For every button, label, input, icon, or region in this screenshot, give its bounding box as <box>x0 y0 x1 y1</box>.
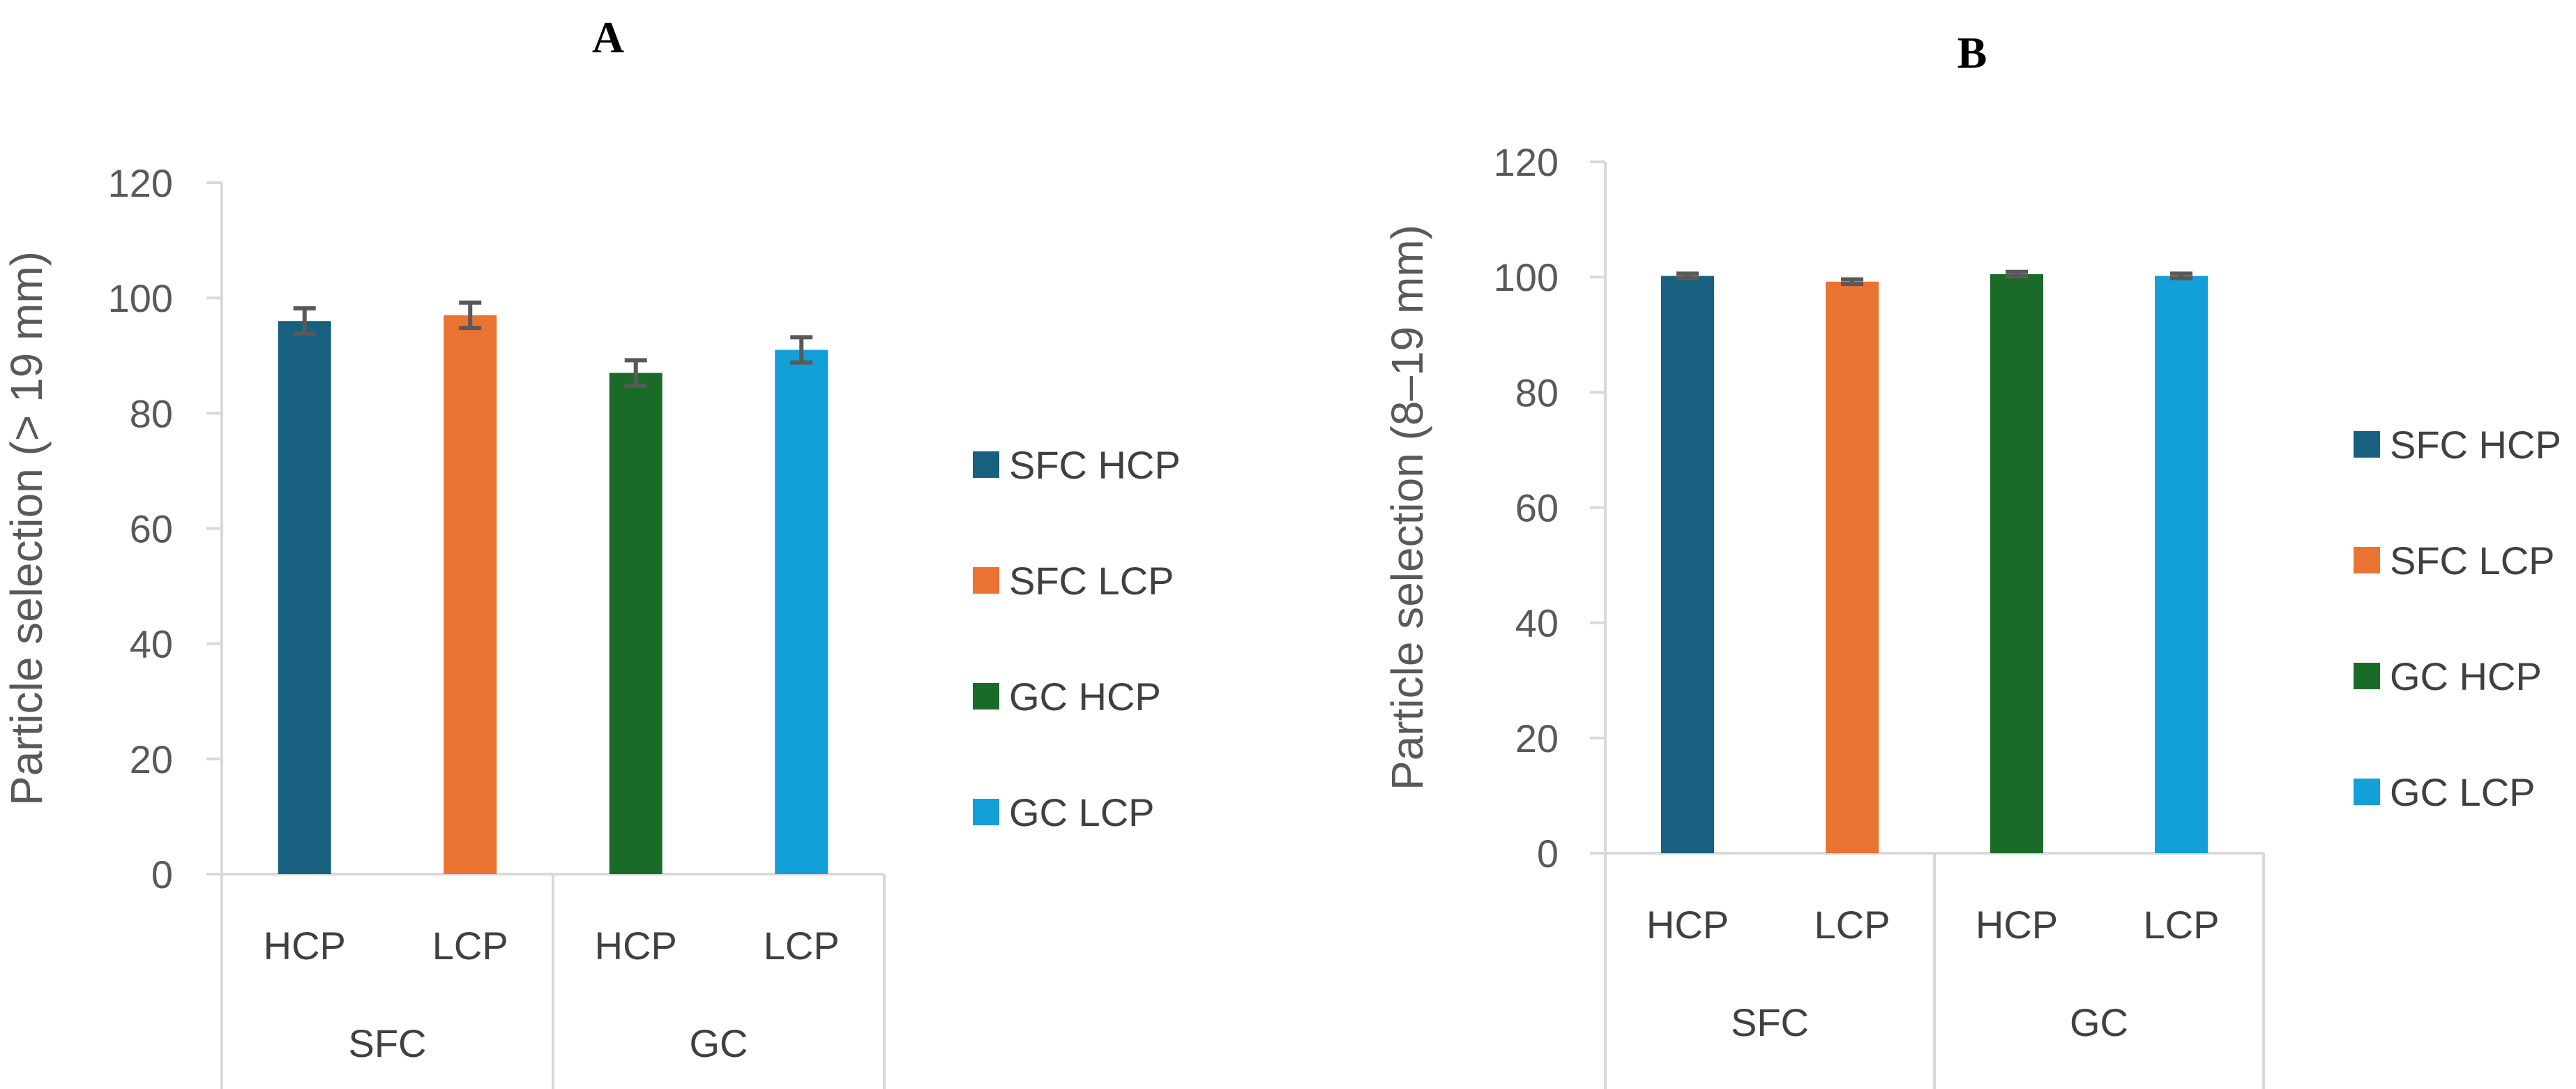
bar-sfc-lcp <box>1826 281 1879 854</box>
bar-gc-lcp <box>775 350 828 874</box>
bar-gc-hcp <box>1990 274 2043 854</box>
legend-swatch <box>2354 663 2380 689</box>
legend-label: SFC HCP <box>2390 423 2561 467</box>
legend-swatch <box>973 683 999 709</box>
y-axis-title: Particle selection (> 19 mm) <box>1 251 52 806</box>
legend-label: GC HCP <box>1009 675 1161 719</box>
legend-swatch <box>973 567 999 594</box>
legend-label: GC LCP <box>2390 770 2536 814</box>
bar-sfc-hcp <box>1661 276 1714 853</box>
panel-letter: B <box>1957 28 1987 77</box>
legend-label: GC HCP <box>2390 654 2542 698</box>
y-tick-label: 20 <box>1515 716 1559 760</box>
y-axis-title: Particle selection (8–19 mm) <box>1382 225 1432 790</box>
x-category-label: LCP <box>764 924 840 968</box>
legend-swatch <box>973 799 999 825</box>
legend-swatch <box>973 451 999 478</box>
legend-swatch <box>2354 779 2380 805</box>
y-tick-label: 80 <box>130 391 173 435</box>
x-group-label: GC <box>2070 1000 2128 1044</box>
x-group-label: SFC <box>1731 1000 1809 1044</box>
y-tick-label: 100 <box>1494 255 1559 299</box>
y-tick-label: 60 <box>130 507 173 551</box>
y-tick-label: 60 <box>1515 486 1559 530</box>
chart-b: B 0 20 40 60 80 100 120 Particle selection (8–19… <box>1382 28 2561 1089</box>
bar-sfc-lcp <box>444 315 497 875</box>
chart-a: A 0 20 40 60 80 100 120 Particle selection (> 19… <box>1 13 1181 1089</box>
y-tick-label: 120 <box>108 161 173 205</box>
y-tick-label: 40 <box>1515 601 1559 645</box>
y-tick-label: 20 <box>130 737 173 781</box>
legend-swatch <box>2354 431 2380 458</box>
bar-gc-hcp <box>609 373 662 874</box>
y-tick-label: 100 <box>108 276 173 320</box>
legend-label: SFC LCP <box>1009 559 1174 603</box>
panel-letter: A <box>592 13 624 62</box>
bar-sfc-hcp <box>278 321 331 874</box>
y-tick-label: 0 <box>151 853 173 896</box>
x-category-label: LCP <box>432 924 508 968</box>
legend-label: GC LCP <box>1009 790 1155 834</box>
x-category-label: HCP <box>595 924 677 968</box>
x-category-label: LCP <box>2144 903 2220 947</box>
y-tick-label: 40 <box>130 622 173 666</box>
legend-swatch <box>2354 547 2380 573</box>
y-tick-label: 80 <box>1515 370 1559 414</box>
x-category-label: LCP <box>1814 903 1891 947</box>
x-category-label: HCP <box>1646 903 1729 947</box>
bar-gc-lcp <box>2155 276 2208 853</box>
x-group-label: GC <box>690 1021 748 1065</box>
x-group-label: SFC <box>349 1021 427 1065</box>
legend-label: SFC HCP <box>1009 443 1181 487</box>
x-category-label: HCP <box>1976 903 2058 947</box>
legend-label: SFC LCP <box>2390 539 2555 583</box>
x-category-label: HCP <box>264 924 346 968</box>
y-tick-label: 120 <box>1494 140 1559 184</box>
y-tick-label: 0 <box>1537 832 1559 876</box>
